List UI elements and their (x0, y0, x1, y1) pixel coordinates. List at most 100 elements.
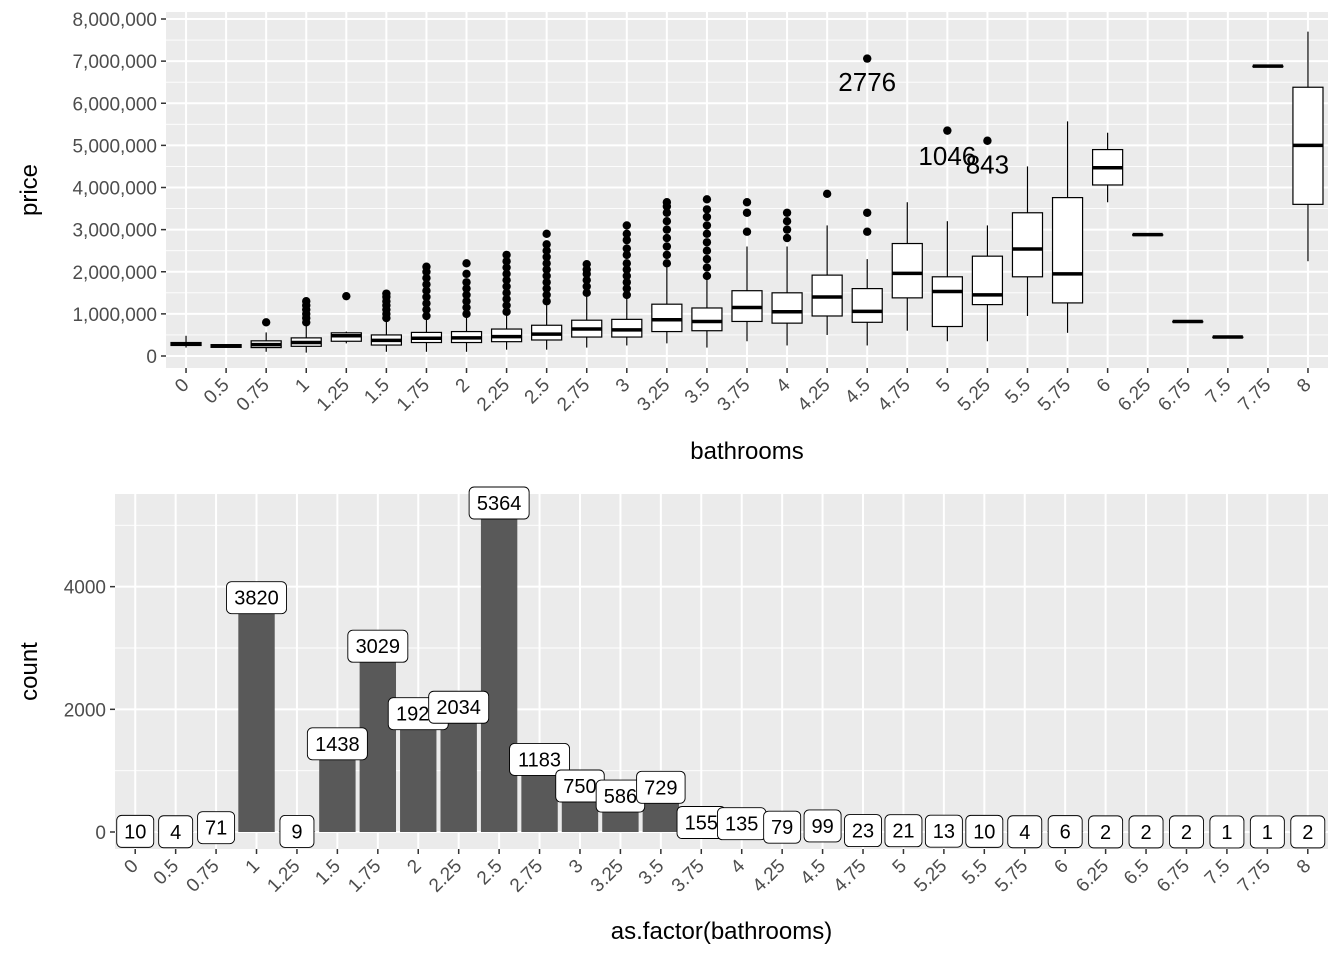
outlier-point (422, 262, 431, 271)
data-label-text: 1 (1221, 822, 1232, 844)
outlier-point (542, 240, 551, 249)
box-4.75 (891, 202, 923, 331)
outlier-point (662, 259, 672, 268)
outlier-point (622, 259, 631, 268)
outlier-point (702, 212, 712, 222)
data-label-6: 6 (1047, 815, 1083, 849)
boxplot-y-tick-label: 6,000,000 (72, 94, 157, 115)
outlier-point (702, 263, 712, 272)
boxplot-x-tick-label: 8 (1293, 375, 1315, 397)
bar-x-tick-label: 1.5 (311, 856, 345, 890)
data-label-text: 10 (124, 821, 146, 843)
data-label-box (306, 727, 368, 761)
outlier-point (542, 246, 551, 255)
bar-x-tick-label: 4 (727, 855, 750, 878)
outlier-point (462, 259, 471, 268)
outlier-point (542, 278, 551, 287)
outlier-point (462, 269, 471, 279)
box-2.5 (531, 229, 563, 350)
outlier-point (742, 208, 752, 217)
boxplot-x-tick-label: 1 (291, 375, 313, 397)
outlier-point (382, 289, 391, 298)
outlier-point (582, 275, 591, 285)
outlier-point (702, 221, 712, 230)
box-0.5 (210, 344, 242, 348)
box-6 (1091, 132, 1124, 203)
outlier-point (342, 291, 351, 301)
bar-y-axis-title: count (16, 642, 43, 701)
data-label-text: 2034 (436, 697, 481, 719)
outlier-point (622, 278, 631, 287)
bar-x-tick-label: 3.75 (668, 856, 709, 897)
outlier-point (542, 271, 551, 281)
outlier-point (462, 278, 471, 287)
box-body (891, 242, 923, 299)
outlier-point (782, 225, 792, 234)
outlier-point (863, 54, 872, 63)
box-6.75 (1172, 319, 1204, 324)
data-label-text: 99 (811, 816, 833, 838)
outlier-point (983, 136, 992, 145)
data-label-2.75: 1183 (509, 742, 570, 776)
boxplot-x-ticks: 0 0.5 0.75 1 1.25 1.5 1.75 2 2.25 2.5 2.75 3 3.25 3.5… (171, 368, 1316, 416)
outlier-point (302, 297, 311, 306)
data-label-text: 1 (1262, 822, 1273, 844)
box-1.25 (330, 291, 362, 344)
boxplot-x-tick-label: 2 (452, 375, 474, 397)
box-body (651, 303, 683, 333)
bar-y-ticks: 0 2000 4000 (64, 578, 115, 844)
data-label-box (884, 814, 923, 848)
boxplot-x-tick-label: 5.5 (1001, 375, 1035, 409)
outlier-point (662, 198, 672, 207)
outlier-point (782, 208, 792, 217)
boxplot-y-tick-label: 8,000,000 (72, 10, 157, 31)
bar-grid (115, 494, 1328, 849)
bar-x-tick-label: 2.75 (506, 856, 547, 897)
box-8 (1292, 31, 1324, 262)
data-label-6.5: 2 (1128, 815, 1164, 849)
box-3.5 (691, 195, 723, 348)
data-label-box (509, 742, 570, 776)
outlier-point (622, 284, 631, 293)
data-label-box (226, 581, 287, 615)
data-label-box (1128, 815, 1164, 849)
boxplot-x-tick-label: 1.75 (393, 375, 434, 416)
data-label-text: 586 (604, 786, 637, 808)
outlier-point (742, 227, 752, 236)
box-body (1011, 212, 1044, 278)
data-label-5.75: 4 (1007, 815, 1043, 849)
outlier-point (542, 252, 551, 262)
box-3.75 (731, 198, 763, 342)
outlier-point (702, 195, 712, 204)
bar-x-tick-label: 2 (403, 856, 425, 878)
data-label-box (468, 486, 530, 520)
bar-x-tick-label: 7.5 (1201, 856, 1235, 890)
box-0 (170, 335, 202, 348)
outlier-point (422, 299, 431, 308)
outlier-point (702, 229, 712, 239)
outlier-point (702, 254, 712, 264)
data-label-3.25: 586 (595, 779, 646, 813)
outlier-point (742, 198, 752, 207)
data-label-0.5: 4 (158, 815, 194, 849)
boxplot-y-tick-label: 3,000,000 (72, 221, 157, 242)
box-6.25 (1132, 232, 1164, 237)
bar-1 (238, 597, 275, 832)
outlier-point (782, 217, 792, 226)
bar-x-tick-label: 6.75 (1153, 856, 1194, 897)
boxplot-y-tick-label: 2,000,000 (72, 263, 157, 284)
outlier-point (662, 242, 672, 251)
data-label-box (803, 809, 842, 843)
boxplot-x-tick-label: 0 (171, 375, 193, 397)
outlier-point (863, 227, 872, 236)
data-label-text: 3820 (234, 588, 279, 610)
boxplot-x-tick-label: 6.25 (1114, 375, 1155, 416)
data-label-box (428, 690, 490, 724)
data-label-text: 9 (291, 821, 302, 843)
data-label-box (158, 815, 194, 849)
boxplot-x-tick-label: 1.5 (360, 375, 394, 409)
outlier-point (782, 233, 792, 243)
data-label-text: 2 (1181, 822, 1192, 844)
outlier-point (863, 208, 872, 217)
outlier-point (542, 297, 551, 306)
